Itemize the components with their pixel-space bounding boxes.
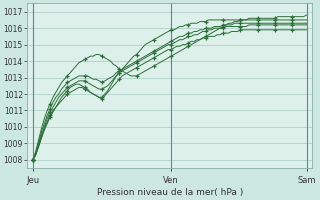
X-axis label: Pression niveau de la mer( hPa ): Pression niveau de la mer( hPa ) (97, 188, 243, 197)
